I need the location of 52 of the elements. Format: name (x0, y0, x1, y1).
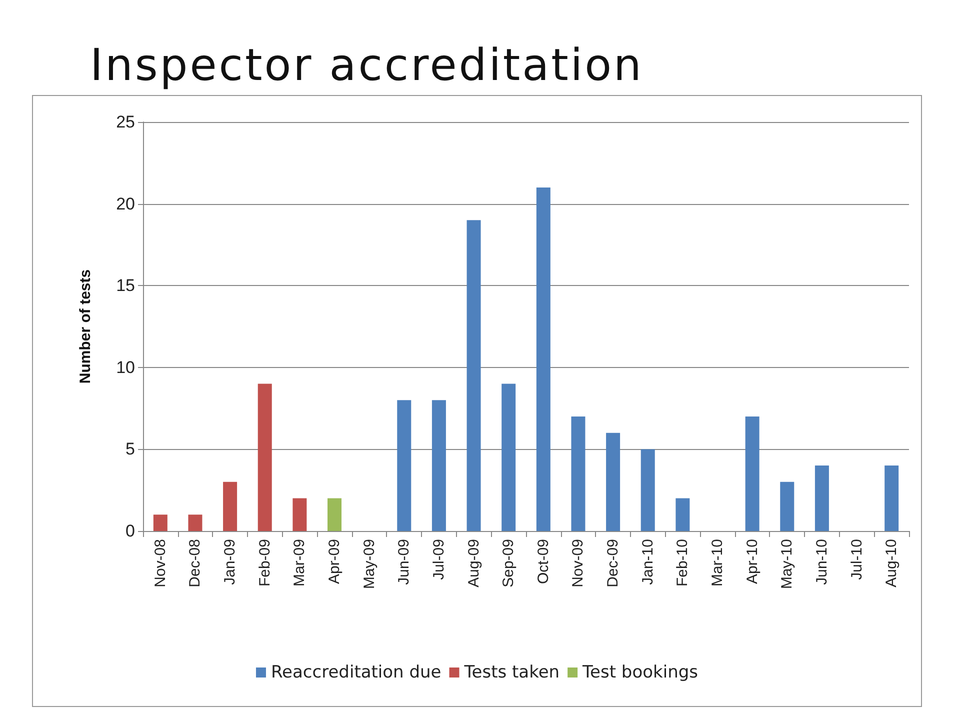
x-tick-label: Dec-09 (604, 539, 622, 588)
y-tick-label: 15 (116, 276, 135, 296)
bar (640, 449, 655, 531)
x-tick-label: Nov-08 (152, 539, 169, 588)
x-tick-label: Sep-09 (500, 539, 518, 588)
bar (745, 416, 760, 531)
bar (292, 498, 307, 531)
x-tick-label: Oct-09 (534, 539, 552, 584)
y-axis-title: Number of tests (77, 269, 94, 384)
legend-label: Test bookings (582, 662, 698, 682)
bar (571, 416, 586, 531)
bar (502, 384, 516, 531)
x-tick-label: Jun-10 (813, 539, 830, 585)
x-tick-label: Aug-10 (883, 539, 900, 588)
y-tick-label: 5 (126, 440, 135, 459)
x-tick-label: Feb-09 (256, 539, 274, 587)
bar (223, 482, 238, 531)
bar (258, 384, 272, 531)
bar (432, 400, 446, 531)
y-tick-label: 20 (116, 194, 135, 214)
x-tick-label: Apr-09 (326, 539, 343, 584)
x-tick-label: Jun-09 (396, 539, 413, 585)
legend-label: Tests taken (463, 662, 560, 682)
bar (397, 400, 412, 531)
x-tick-label: May-09 (360, 539, 378, 590)
bar (466, 220, 481, 531)
bar (606, 432, 620, 531)
chart-title: Inspector accreditation (90, 40, 644, 91)
x-tick-label: Mar-09 (291, 539, 308, 587)
bar (884, 466, 899, 531)
bar (780, 482, 794, 531)
x-tick-label: Apr-10 (744, 539, 761, 584)
bar (676, 498, 690, 531)
x-tick-label: Jul-10 (848, 539, 866, 580)
x-tick-label: Jan-10 (639, 539, 656, 585)
legend-label: Reaccreditation due (270, 662, 442, 682)
x-tick-label: Aug-09 (465, 539, 482, 588)
bar (536, 187, 550, 531)
bar (153, 514, 168, 531)
x-tick-label: May-10 (778, 539, 796, 590)
x-tick-label: Jan-09 (222, 539, 239, 585)
x-tick-label: Mar-10 (709, 539, 726, 587)
bar (814, 466, 829, 531)
y-tick-label: 0 (126, 522, 135, 540)
bar (328, 498, 342, 531)
x-tick-label: Dec-08 (186, 539, 204, 588)
y-tick-label: 25 (116, 112, 135, 132)
y-tick-label: 10 (116, 358, 135, 377)
x-tick-label: Jul-09 (430, 539, 448, 580)
bar (188, 514, 202, 531)
x-tick-label: Feb-10 (674, 539, 692, 587)
x-tick-label: Nov-09 (570, 539, 587, 588)
